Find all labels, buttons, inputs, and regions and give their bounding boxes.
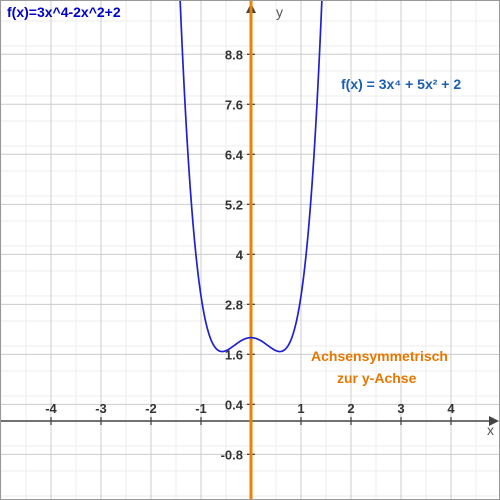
svg-text:7.6: 7.6 xyxy=(225,97,243,112)
svg-text:-4: -4 xyxy=(45,401,57,416)
svg-text:2: 2 xyxy=(347,401,354,416)
chart-container: -4-3-2-11234-0.80.41.62.845.26.47.68.8 f… xyxy=(0,0,500,500)
svg-text:4: 4 xyxy=(447,401,455,416)
svg-text:-2: -2 xyxy=(145,401,157,416)
chart-title: f(x)=3x^4-2x^2+2 xyxy=(7,4,121,20)
svg-text:3: 3 xyxy=(397,401,404,416)
svg-text:8.8: 8.8 xyxy=(225,47,243,62)
svg-text:1: 1 xyxy=(297,401,304,416)
plot-svg: -4-3-2-11234-0.80.41.62.845.26.47.68.8 f… xyxy=(1,1,499,499)
svg-text:2.8: 2.8 xyxy=(225,297,243,312)
curve-label: f(x) = 3x⁴ + 5x² + 2 xyxy=(341,76,461,92)
svg-text:-1: -1 xyxy=(195,401,207,416)
symmetry-annotation-line2: zur y-Achse xyxy=(337,370,417,386)
svg-text:-0.8: -0.8 xyxy=(221,447,243,462)
svg-text:6.4: 6.4 xyxy=(225,147,244,162)
svg-text:5.2: 5.2 xyxy=(225,197,243,212)
symmetry-annotation-line1: Achsensymmetrisch xyxy=(311,348,448,364)
svg-text:0.4: 0.4 xyxy=(225,397,244,412)
y-axis-label: y xyxy=(276,4,283,20)
svg-text:4: 4 xyxy=(236,247,244,262)
x-axis-label: x xyxy=(487,422,494,438)
svg-text:-3: -3 xyxy=(95,401,107,416)
